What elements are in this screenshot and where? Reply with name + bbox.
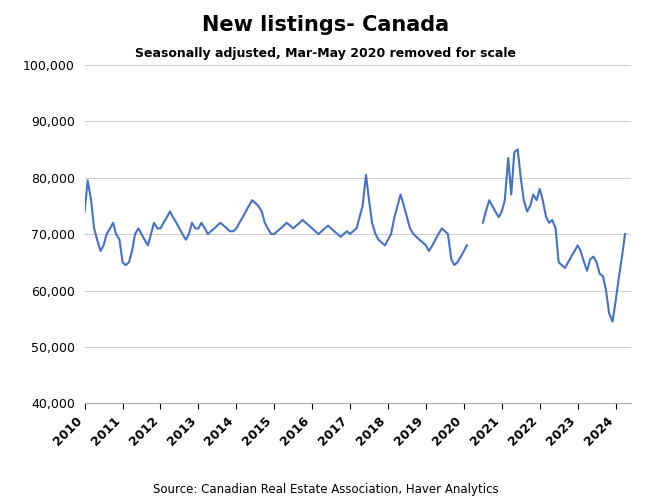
Text: New listings- Canada: New listings- Canada bbox=[202, 15, 449, 35]
Text: Seasonally adjusted, Mar-May 2020 removed for scale: Seasonally adjusted, Mar-May 2020 remove… bbox=[135, 47, 516, 60]
Text: Source: Canadian Real Estate Association, Haver Analytics: Source: Canadian Real Estate Association… bbox=[153, 483, 498, 496]
